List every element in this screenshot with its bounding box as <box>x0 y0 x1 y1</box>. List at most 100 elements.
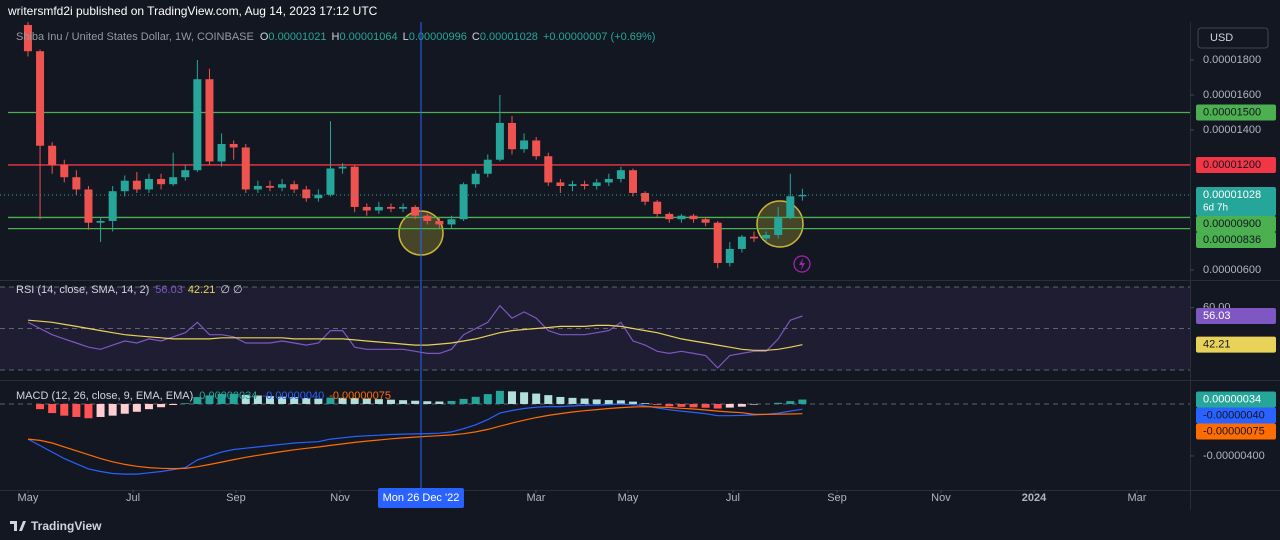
histogram-bar <box>750 403 759 405</box>
footer-logo <box>10 521 26 531</box>
candle-body <box>507 122 516 150</box>
countdown-label: 6d 7h <box>1203 203 1228 214</box>
histogram-bar <box>120 403 129 414</box>
level-label-box <box>1196 104 1276 121</box>
x-tick-label: May <box>618 492 639 504</box>
histogram-bar <box>72 403 81 417</box>
candle-body <box>362 206 371 211</box>
candle-body <box>60 164 69 178</box>
histogram-bar <box>483 394 492 404</box>
histogram-bar <box>350 397 359 404</box>
candle-body <box>326 168 335 195</box>
histogram-bar <box>374 399 383 404</box>
candle-body <box>798 195 807 197</box>
macd-line <box>27 406 803 470</box>
histogram-bar <box>278 396 287 404</box>
macd-line <box>27 403 803 475</box>
candle-body <box>144 178 153 190</box>
histogram-bar <box>798 399 807 404</box>
macd-title: MACD (12, 26, close, 9, EMA, EMA) <box>16 390 193 402</box>
histogram-bar <box>411 400 420 404</box>
candle-body <box>725 248 734 263</box>
candle-body <box>265 185 274 188</box>
last-price-box <box>1196 187 1276 217</box>
legend-value: 0.00000996 <box>409 31 467 43</box>
histogram-bar <box>628 401 637 404</box>
crosshair-label-box <box>377 488 464 508</box>
candle-body <box>532 140 541 157</box>
rsi-line <box>27 319 803 351</box>
histogram-bar <box>338 397 347 404</box>
macd-legend-value: 0.00000034 <box>199 390 257 402</box>
macd-value-box <box>1196 423 1276 440</box>
histogram-bar <box>520 392 529 404</box>
histogram-bar <box>580 398 589 404</box>
legend-change: +0.00000007 (+0.69%) <box>543 31 656 43</box>
histogram-bar <box>641 403 650 404</box>
histogram-bar <box>616 400 625 404</box>
level-label-box <box>1196 232 1276 249</box>
histogram-bar <box>737 403 746 407</box>
macd-value-box <box>1196 407 1276 424</box>
footer-bar <box>0 510 1280 540</box>
candle-body <box>423 215 432 221</box>
candle-body <box>762 234 771 239</box>
candle-body <box>157 178 166 185</box>
candle-body <box>737 236 746 249</box>
histogram-bar <box>36 403 45 410</box>
symbol-title: Shiba Inu / United States Dollar, 1W, CO… <box>16 31 254 43</box>
macd-legend-value: -0.00000040 <box>262 390 324 402</box>
x-tick-label: Mar <box>1128 492 1147 504</box>
candle-body <box>350 166 359 207</box>
candle-body <box>701 219 710 223</box>
histogram-bar <box>774 402 783 404</box>
currency-button[interactable] <box>1197 27 1269 49</box>
candle-body <box>689 215 698 220</box>
candle-body <box>108 191 117 221</box>
candle-body <box>616 170 625 179</box>
candle-body <box>713 222 722 263</box>
histogram-bar <box>205 395 214 404</box>
candle-body <box>96 220 105 223</box>
event-icon[interactable] <box>793 255 811 273</box>
y-tick-label: 0.00001600 <box>1203 89 1261 101</box>
histogram-bar <box>144 403 153 410</box>
histogram-bar <box>507 391 516 404</box>
x-tick-label: Jul <box>126 492 140 504</box>
rsi-value-label: 42.21 <box>1203 339 1231 351</box>
candle-body <box>48 145 57 165</box>
x-tick-label: Nov <box>931 492 951 504</box>
histogram-bar <box>653 403 662 405</box>
histogram-bar <box>193 397 202 404</box>
candle-body <box>750 236 759 239</box>
macd-value-label: -0.00000075 <box>1203 425 1265 437</box>
candle-body <box>193 79 202 171</box>
candle-body <box>132 180 141 190</box>
histogram-bar <box>786 401 795 404</box>
histogram-bar <box>253 395 262 404</box>
histogram-bar <box>592 399 601 404</box>
histogram-bar <box>568 397 577 404</box>
candle-body <box>641 192 650 202</box>
candle-body <box>544 156 553 183</box>
x-tick-label: Sep <box>226 492 246 504</box>
y-tick-label: 0.00001400 <box>1203 124 1261 136</box>
candle-body <box>229 143 238 148</box>
histogram-bar <box>157 403 166 408</box>
candle-body <box>653 201 662 214</box>
candle-body <box>520 140 529 150</box>
histogram-bar <box>386 399 395 404</box>
y-tick-label: -0.00000400 <box>1203 450 1265 462</box>
x-tick-label: May <box>18 492 39 504</box>
histogram-bar <box>217 393 226 404</box>
histogram-bar <box>241 394 250 404</box>
last-price-label: 0.00001028 <box>1203 189 1261 201</box>
candle-body <box>495 122 504 160</box>
histogram-bar <box>556 396 565 404</box>
candle-body <box>374 206 383 211</box>
candle-body <box>677 215 686 220</box>
histogram-bar <box>399 400 408 404</box>
histogram-bar <box>701 403 710 408</box>
